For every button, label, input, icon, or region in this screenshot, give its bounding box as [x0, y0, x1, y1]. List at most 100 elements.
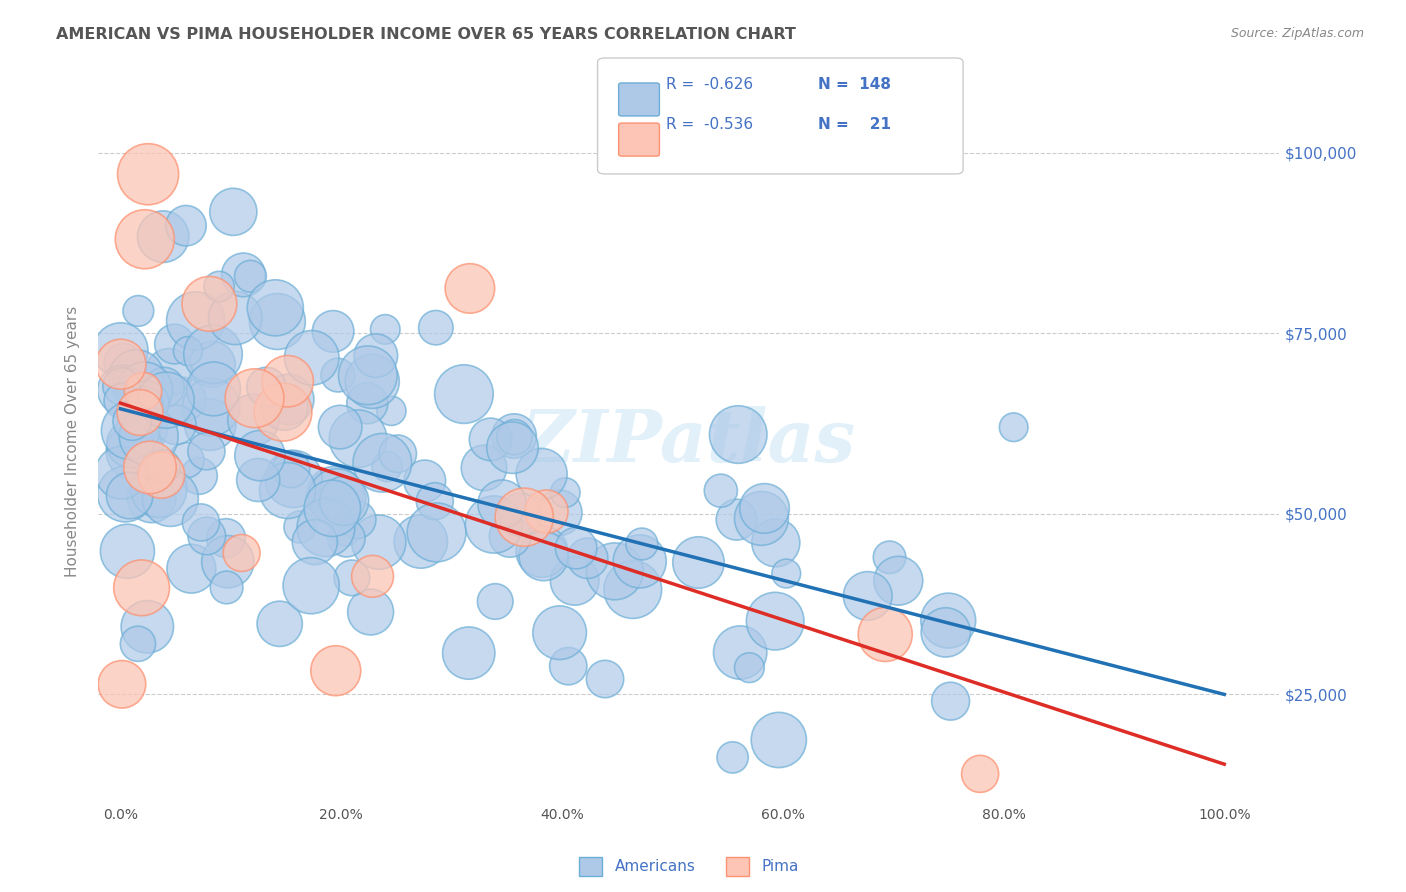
Point — [288, 520, 311, 534]
Point — [195, 529, 218, 543]
Point — [856, 589, 879, 603]
Point — [628, 554, 651, 568]
Point — [127, 304, 149, 318]
Point — [721, 750, 744, 764]
Point — [114, 487, 136, 501]
Point — [277, 374, 299, 388]
Point — [242, 413, 264, 427]
Point — [484, 594, 506, 608]
Point — [231, 546, 253, 560]
Point — [112, 356, 135, 370]
Point — [176, 453, 198, 467]
Point — [157, 365, 180, 379]
Point — [321, 501, 343, 516]
Point — [530, 467, 553, 481]
Point — [280, 462, 302, 476]
Point — [131, 421, 153, 435]
Point — [763, 614, 786, 628]
Point — [152, 229, 174, 244]
Point — [603, 564, 626, 578]
Point — [276, 483, 298, 498]
Point — [200, 417, 222, 432]
Point — [340, 571, 363, 585]
Point — [187, 469, 209, 483]
Point — [215, 531, 238, 545]
Point — [117, 544, 139, 558]
Point — [360, 605, 382, 619]
Point — [271, 405, 294, 419]
Point — [110, 393, 132, 408]
Point — [326, 491, 349, 505]
Point — [159, 491, 181, 506]
Point — [879, 550, 901, 565]
Point — [304, 535, 326, 549]
Point — [115, 375, 138, 389]
Point — [710, 483, 733, 498]
Point — [195, 444, 218, 458]
Point — [536, 504, 558, 518]
Point — [939, 694, 962, 708]
Point — [936, 614, 959, 628]
Point — [201, 357, 224, 371]
Point — [875, 627, 897, 641]
Point — [631, 537, 654, 551]
Text: ZIPatlas: ZIPatlas — [522, 406, 856, 477]
Point — [249, 449, 271, 463]
Point — [184, 314, 207, 328]
Point — [727, 427, 749, 442]
Point — [132, 384, 155, 398]
Point — [136, 167, 159, 181]
Point — [564, 574, 586, 588]
Point — [301, 351, 323, 365]
Point — [728, 646, 751, 660]
Point — [174, 219, 197, 233]
Point — [503, 430, 526, 444]
Point — [333, 494, 356, 508]
Point — [501, 441, 523, 455]
Point — [935, 625, 957, 640]
Point — [202, 382, 225, 396]
Point — [136, 620, 159, 634]
Point — [751, 511, 773, 525]
Point — [333, 524, 356, 538]
Point — [491, 497, 513, 511]
Point — [457, 646, 479, 660]
Point — [426, 525, 449, 540]
Text: Source: ZipAtlas.com: Source: ZipAtlas.com — [1230, 27, 1364, 40]
Point — [688, 556, 710, 570]
Point — [118, 489, 141, 503]
Point — [198, 297, 221, 311]
Point — [110, 343, 132, 357]
Point — [969, 767, 991, 781]
Point — [326, 368, 349, 383]
Point — [243, 391, 266, 405]
Point — [499, 529, 522, 543]
Point — [425, 320, 447, 334]
Point — [557, 659, 579, 673]
Point — [329, 420, 352, 434]
Point — [409, 534, 432, 549]
Point — [1002, 420, 1025, 434]
Point — [150, 467, 173, 482]
Point — [277, 392, 299, 407]
Point — [124, 444, 146, 458]
Point — [754, 501, 776, 516]
Point — [380, 404, 402, 418]
Point — [387, 447, 409, 461]
Point — [139, 460, 162, 475]
Point — [111, 677, 134, 691]
Point — [621, 582, 644, 597]
Point — [273, 400, 295, 414]
Point — [548, 625, 571, 640]
Point — [224, 310, 246, 325]
Point — [217, 555, 239, 569]
Point — [299, 579, 322, 593]
Point — [190, 516, 212, 530]
Point — [371, 456, 394, 470]
Point — [375, 459, 398, 474]
Point — [367, 535, 389, 549]
Point — [533, 549, 555, 563]
Point — [479, 433, 502, 447]
Point — [768, 733, 790, 747]
Point — [148, 483, 170, 497]
